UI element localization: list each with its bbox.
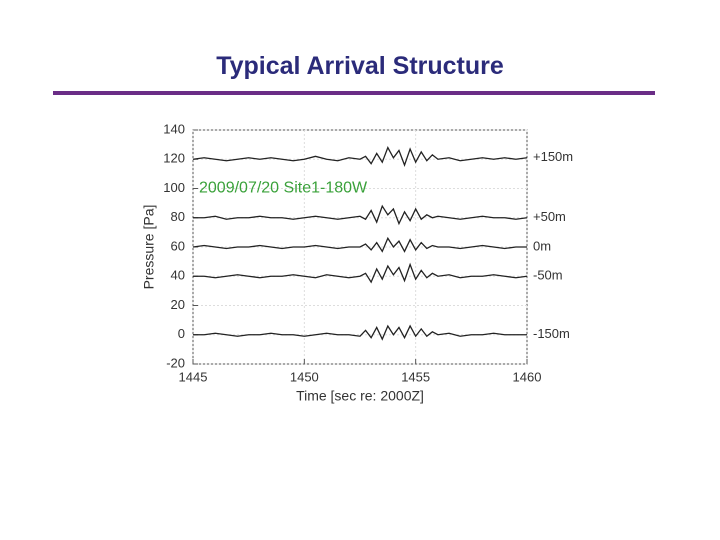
y-axis-label: Pressure [Pa] bbox=[141, 205, 157, 290]
y-tick-label: 20 bbox=[171, 297, 185, 312]
slide-title: Typical Arrival Structure bbox=[216, 52, 504, 80]
series-line bbox=[193, 262, 528, 284]
series-label: 0m bbox=[533, 238, 551, 253]
title-rule bbox=[53, 91, 655, 95]
series-line bbox=[193, 204, 528, 226]
x-tick-label: 1445 bbox=[179, 369, 208, 384]
y-tick-label: 0 bbox=[178, 326, 185, 341]
y-tick-label: 140 bbox=[163, 121, 185, 136]
y-tick-label: 60 bbox=[171, 238, 185, 253]
x-tick-label: 1455 bbox=[401, 369, 430, 384]
x-tick-label: 1460 bbox=[513, 369, 542, 384]
y-tick-label: 100 bbox=[163, 180, 185, 195]
series-label: -50m bbox=[533, 268, 563, 283]
x-tick-label: 1450 bbox=[290, 369, 319, 384]
annotation: 2009/07/20 Site1-180W bbox=[199, 180, 368, 197]
y-tick-label: 40 bbox=[171, 268, 185, 283]
y-tick-label: 120 bbox=[163, 151, 185, 166]
series-label: -150m bbox=[533, 326, 570, 341]
series-line bbox=[192, 236, 527, 253]
y-tick-label: -20 bbox=[166, 355, 185, 370]
series-line bbox=[193, 324, 527, 341]
series-line bbox=[192, 145, 528, 168]
series-label: +150m bbox=[533, 149, 573, 164]
x-axis-label: Time [sec re: 2000Z] bbox=[296, 388, 424, 404]
y-tick-label: 80 bbox=[171, 209, 185, 224]
series-label: +50m bbox=[533, 209, 566, 224]
